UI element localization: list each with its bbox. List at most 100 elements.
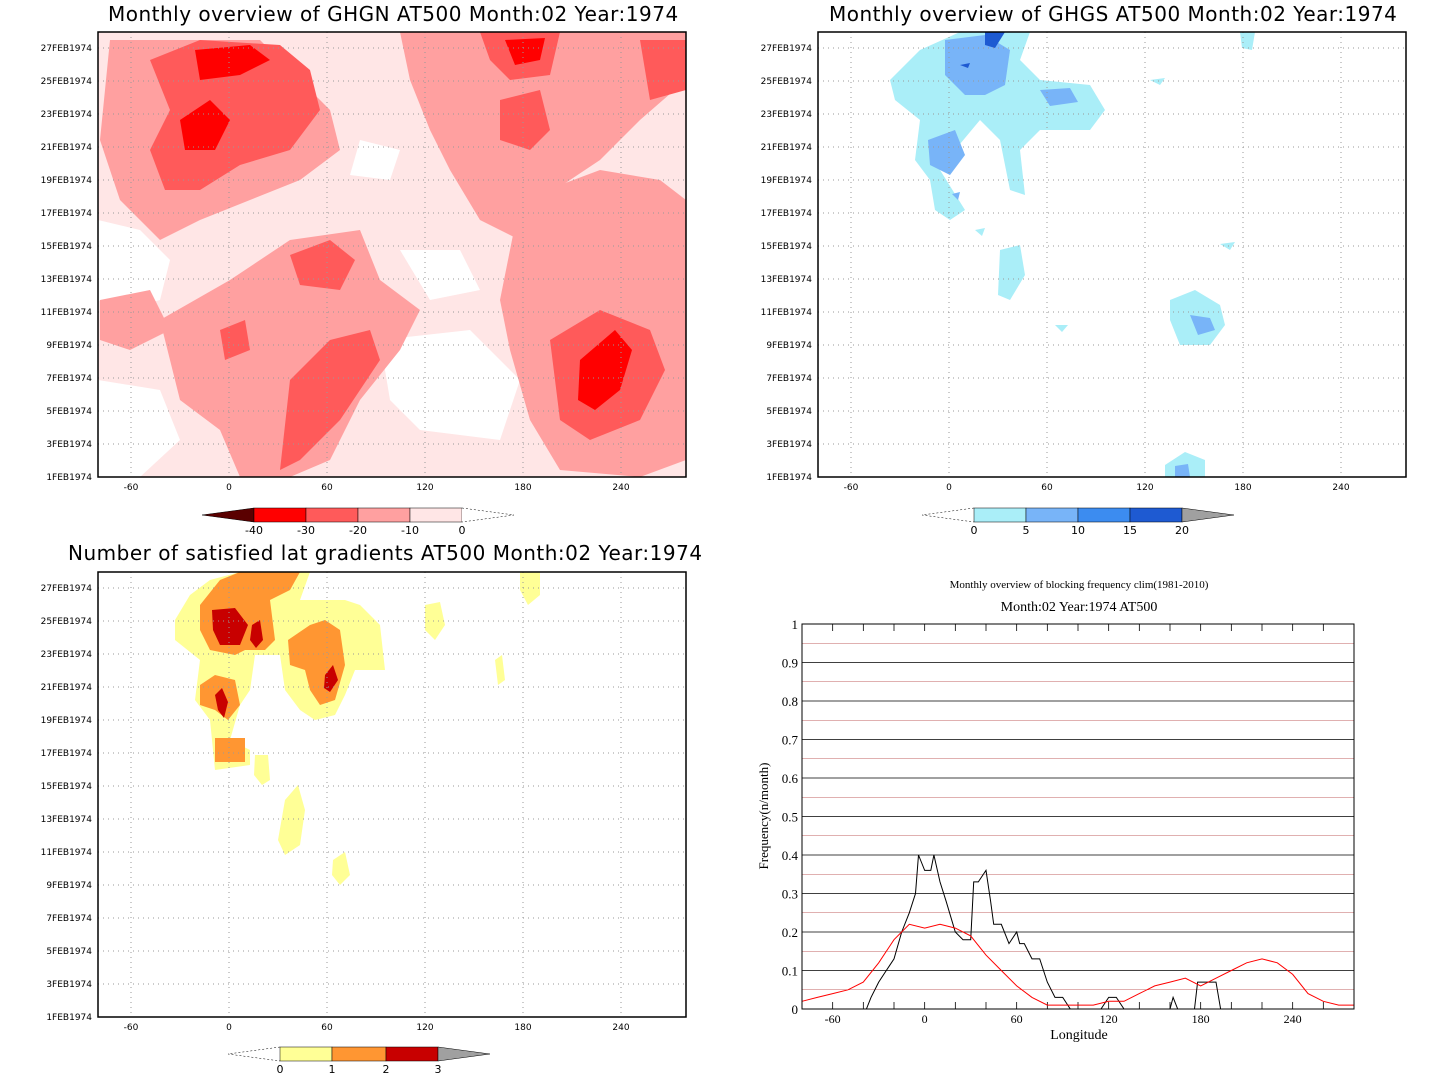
- x-tick-label: 120: [1136, 483, 1153, 493]
- x-tick-label: 120: [1100, 1012, 1118, 1026]
- x-tick-label: 60: [321, 1023, 333, 1033]
- y-tick-label: 11FEB1974: [41, 308, 93, 318]
- y-tick-label: 5FEB1974: [46, 947, 92, 957]
- ghgn-x-ticks: -60 0 60 120 180 240: [124, 483, 630, 493]
- ghgn-chart: 1FEB1974 3FEB1974 5FEB1974 7FEB1974 9FEB…: [41, 31, 687, 537]
- colorbar-label: 0: [459, 524, 466, 537]
- y-tick-label: 19FEB1974: [761, 176, 813, 186]
- y-tick-label: 0.7: [782, 733, 799, 748]
- x-tick-label: -60: [124, 1023, 139, 1033]
- gradients-colorbar: 0 1 2 3: [227, 1046, 491, 1076]
- ghgn-title: Monthly overview of GHGN AT500 Month:02 …: [108, 2, 679, 26]
- x-tick-label: -60: [124, 483, 139, 493]
- y-tick-label: 5FEB1974: [766, 407, 812, 417]
- blocking-title: Monthly overview of blocking frequency c…: [950, 579, 1209, 591]
- series-line-climatology: [801, 923, 1354, 1006]
- blocking-series: [801, 854, 1354, 1010]
- y-tick-label: 0.5: [782, 810, 798, 825]
- y-tick-label: 0.6: [782, 771, 799, 786]
- colorbar-label: 15: [1123, 524, 1137, 537]
- ghgs-title: Monthly overview of GHGS AT500 Month:02 …: [829, 2, 1398, 26]
- colorbar-label: 0: [277, 1063, 284, 1076]
- ghgs-chart: 1FEB1974 3FEB1974 5FEB1974 7FEB1974 9FEB…: [761, 31, 1407, 537]
- x-tick-label: 120: [416, 1023, 433, 1033]
- x-tick-label: 180: [514, 483, 531, 493]
- colorbar-label: -10: [401, 524, 419, 537]
- gradients-field: [175, 572, 540, 885]
- gradients-x-ticks: -60 0 60 120 180 240: [124, 1023, 630, 1033]
- x-tick-label: 0: [226, 483, 232, 493]
- y-tick-label: 7FEB1974: [46, 374, 92, 384]
- y-tick-label: 25FEB1974: [41, 617, 93, 627]
- x-tick-label: -60: [844, 483, 859, 493]
- y-tick-label: 5FEB1974: [46, 407, 92, 417]
- ghgs-y-ticks: 1FEB1974 3FEB1974 5FEB1974 7FEB1974 9FEB…: [761, 44, 813, 483]
- y-tick-label: 15FEB1974: [41, 782, 93, 792]
- colorbar-label: 0: [971, 524, 978, 537]
- ghgn-y-ticks: 1FEB1974 3FEB1974 5FEB1974 7FEB1974 9FEB…: [41, 44, 93, 483]
- y-tick-label: 0.4: [782, 848, 799, 863]
- y-tick-label: 1FEB1974: [46, 473, 92, 483]
- x-tick-label: 180: [514, 1023, 531, 1033]
- colorbar-label: -40: [245, 524, 263, 537]
- ghgn-grid: [98, 32, 686, 477]
- y-tick-label: 27FEB1974: [41, 44, 93, 54]
- y-tick-label: 1FEB1974: [46, 1013, 92, 1023]
- x-tick-label: 240: [612, 483, 629, 493]
- y-tick-label: 9FEB1974: [766, 341, 812, 351]
- x-tick-label: 180: [1192, 1012, 1210, 1026]
- x-tick-label: 60: [1041, 483, 1053, 493]
- y-tick-label: 21FEB1974: [41, 683, 93, 693]
- blocking-y-ticks: 0 0.1 0.2 0.3 0.4 0.5 0.6 0.7 0.8 0.9 1: [782, 617, 799, 1017]
- y-tick-label: 17FEB1974: [41, 209, 93, 219]
- y-tick-label: 25FEB1974: [41, 77, 93, 87]
- ghgn-colorbar: -40 -30 -20 -10 0: [201, 507, 515, 537]
- y-tick-label: 17FEB1974: [761, 209, 813, 219]
- y-tick-label: 23FEB1974: [41, 110, 93, 120]
- x-tick-label: 240: [1284, 1012, 1302, 1026]
- x-tick-label: 0: [946, 483, 952, 493]
- y-tick-label: 0.9: [782, 656, 798, 671]
- blocking-y-axis-label: Frequency(n/month): [756, 763, 771, 870]
- gradients-y-ticks: 1FEB1974 3FEB1974 5FEB1974 7FEB1974 9FEB…: [41, 584, 93, 1023]
- ghgs-grid: [818, 32, 1406, 477]
- y-tick-label: 23FEB1974: [41, 650, 93, 660]
- colorbar-label: 20: [1175, 524, 1189, 537]
- y-tick-label: 15FEB1974: [761, 242, 813, 252]
- y-tick-label: 3FEB1974: [766, 440, 812, 450]
- y-tick-label: 15FEB1974: [41, 242, 93, 252]
- ghgs-x-ticks: -60 0 60 120 180 240: [844, 483, 1350, 493]
- x-tick-label: 180: [1234, 483, 1251, 493]
- y-tick-label: 13FEB1974: [41, 275, 93, 285]
- x-tick-label: -60: [825, 1012, 841, 1026]
- y-tick-label: 9FEB1974: [46, 341, 92, 351]
- ghgs-field: [890, 32, 1255, 477]
- colorbar-label: 5: [1023, 524, 1030, 537]
- y-tick-label: 0.2: [782, 925, 798, 940]
- y-tick-label: 23FEB1974: [761, 110, 813, 120]
- y-tick-label: 27FEB1974: [761, 44, 813, 54]
- blocking-subtitle: Month:02 Year:1974 AT500: [1001, 600, 1158, 615]
- x-tick-label: 240: [612, 1023, 629, 1033]
- y-tick-label: 11FEB1974: [41, 848, 93, 858]
- y-tick-label: 25FEB1974: [761, 77, 813, 87]
- y-tick-label: 1FEB1974: [766, 473, 812, 483]
- colorbar-label: 3: [435, 1063, 442, 1076]
- x-tick-label: 240: [1332, 483, 1349, 493]
- blocking-x-ticks: -60 0 60 120 180 240: [801, 624, 1355, 1026]
- x-tick-label: 120: [416, 483, 433, 493]
- y-tick-label: 13FEB1974: [761, 275, 813, 285]
- colorbar-label: -30: [297, 524, 315, 537]
- blocking-x-axis-label: Longitude: [1050, 1028, 1108, 1043]
- y-tick-label: 0: [792, 1002, 799, 1017]
- colorbar-label: 1: [329, 1063, 336, 1076]
- gradients-title: Number of satisfied lat gradients AT500 …: [68, 541, 703, 565]
- y-tick-label: 0.3: [782, 887, 798, 902]
- colorbar-label: 10: [1071, 524, 1085, 537]
- y-tick-label: 21FEB1974: [41, 143, 93, 153]
- y-tick-label: 27FEB1974: [41, 584, 93, 594]
- y-tick-label: 17FEB1974: [41, 749, 93, 759]
- y-tick-label: 3FEB1974: [46, 440, 92, 450]
- series-line-observed: [802, 854, 1354, 1010]
- x-tick-label: 0: [922, 1012, 928, 1026]
